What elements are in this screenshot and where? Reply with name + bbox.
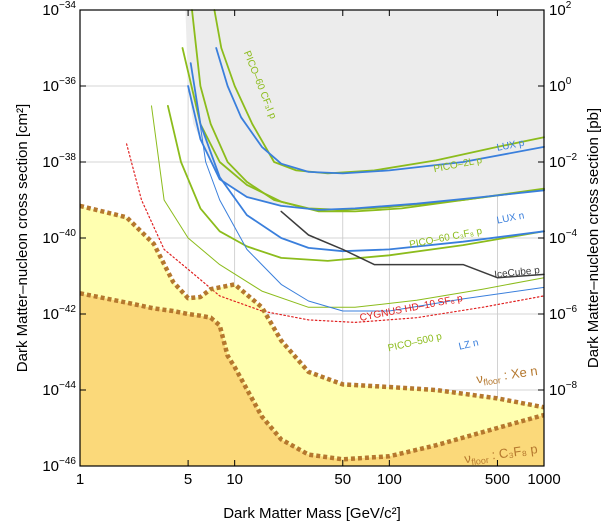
- x-tick-label: 50: [334, 471, 351, 488]
- series-line-lz-n: [194, 85, 545, 312]
- x-tick-label: 1: [76, 471, 84, 488]
- series-line-lux-n: [189, 62, 545, 253]
- y-tick-label-left: 10−36: [42, 76, 76, 95]
- series-line-lux-p-lower: [187, 85, 545, 211]
- y-tick-label-right: 100: [549, 76, 572, 95]
- floor-line-floor-c3f8: [79, 291, 545, 462]
- floor-label-c3f8: νfloor : C₃F₈ p: [463, 441, 538, 468]
- series-line-pico60-cf3i: [213, 9, 545, 175]
- y-tick-label-left: 10−38: [42, 152, 76, 171]
- y-axis-title-left: Dark Matter–nucleon cross section [cm²]: [14, 104, 31, 372]
- curve-label: LUX p: [496, 138, 526, 154]
- y-tick-label-right: 10−4: [549, 228, 578, 247]
- excluded-region: [185, 10, 544, 210]
- floor-label-xe: νfloor : Xe n: [475, 363, 538, 388]
- y-tick-label-right: 10−2: [549, 152, 578, 171]
- x-tick-label: 100: [377, 471, 402, 488]
- y-axis-title-right: Dark Matter–nucleon cross section [pb]: [585, 108, 602, 368]
- floor-line-floor-xe: [79, 203, 545, 410]
- y-tick-label-left: 10−34: [42, 0, 76, 19]
- y-tick-label-left: 10−44: [42, 380, 76, 399]
- series-line-lux-p: [215, 47, 545, 175]
- x-tick-label: 5: [184, 471, 192, 488]
- curve-label: LUX n: [496, 210, 525, 226]
- y-tick-label-left: 10−40: [42, 228, 76, 247]
- x-tick-label: 1000: [527, 471, 560, 488]
- series-line-icecube: [280, 210, 545, 279]
- y-tick-label-left: 10−46: [42, 456, 76, 475]
- curve-label: IceCube p: [494, 265, 541, 281]
- series-line-pico60-c3f8: [167, 105, 545, 262]
- series-line-pico500: [151, 105, 545, 308]
- neutrino-floor-regions: [80, 205, 544, 466]
- excluded-region-fill: [185, 10, 544, 210]
- curve-label: LZ n: [458, 338, 480, 353]
- x-axis-title: Dark Matter Mass [GeV/c²]: [223, 505, 401, 522]
- series-line-pico60-c3f8-upper: [181, 47, 545, 213]
- y-tick-label-left: 10−42: [42, 304, 76, 323]
- y-tick-label-right: 102: [549, 0, 572, 19]
- x-tick-label: 500: [485, 471, 510, 488]
- axis-ticks: 1 5 10 50 100 500 1000 10−34 10−36 10−38 10−40 10−4…: [42, 0, 577, 488]
- x-tick-label: 10: [226, 471, 243, 488]
- y-tick-label-right: 10−6: [549, 304, 578, 323]
- y-tick-label-right: 10−8: [549, 380, 578, 399]
- neutrino-floor-lines: [79, 203, 545, 462]
- floor-region-c3f8: [80, 293, 544, 466]
